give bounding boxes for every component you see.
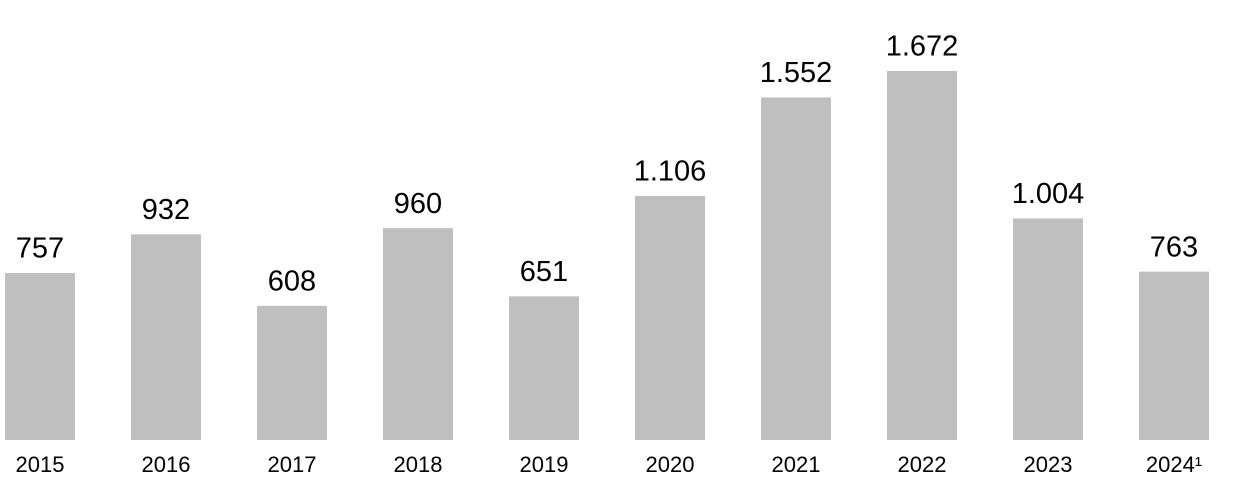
bar: [383, 228, 453, 440]
bar: [635, 195, 705, 440]
x-tick-label: 2021: [772, 452, 821, 477]
bar: [5, 272, 75, 440]
value-label: 763: [1150, 231, 1198, 263]
bar: [887, 71, 957, 440]
value-label: 1.672: [886, 31, 959, 63]
value-label: 1.004: [1012, 178, 1085, 210]
x-tick-label: 2015: [16, 452, 65, 477]
x-tick-label: 2023: [1024, 452, 1073, 477]
bar: [509, 296, 579, 440]
x-tick-label: 2024¹: [1146, 452, 1202, 477]
x-tick-label: 2019: [520, 452, 569, 477]
bar: [257, 305, 327, 440]
value-label: 932: [142, 194, 190, 226]
bar: [1013, 218, 1083, 440]
value-label: 960: [394, 188, 442, 220]
x-tick-label: 2017: [268, 452, 317, 477]
x-tick-label: 2022: [898, 452, 947, 477]
value-label: 1.106: [634, 156, 707, 188]
value-label: 608: [268, 265, 316, 297]
bar: [131, 234, 201, 440]
value-label: 651: [520, 256, 568, 288]
bar: [1139, 271, 1209, 440]
x-tick-label: 2020: [646, 452, 695, 477]
x-tick-label: 2018: [394, 452, 443, 477]
bar: [761, 97, 831, 441]
x-tick-label: 2016: [142, 452, 191, 477]
value-label: 757: [16, 233, 64, 265]
value-label: 1.552: [760, 57, 833, 89]
